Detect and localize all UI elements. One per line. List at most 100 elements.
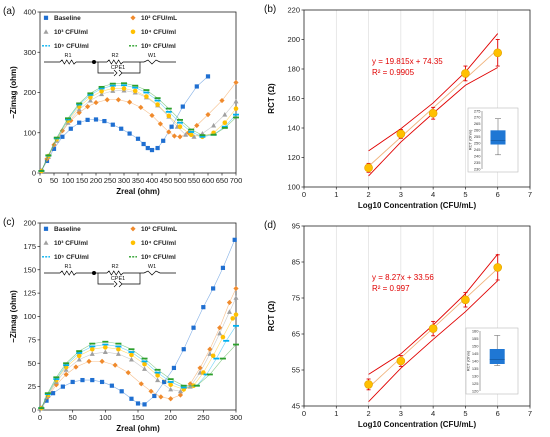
data-point [188, 131, 195, 133]
y-tick-label: 85 [292, 258, 300, 267]
data-point [99, 379, 105, 385]
data-point [219, 97, 225, 104]
data-point [99, 358, 105, 364]
data-point [177, 118, 183, 121]
data-point [194, 84, 199, 89]
y-axis-label: RCT (Ω) [267, 83, 276, 114]
data-point [180, 104, 185, 109]
data-point [76, 106, 82, 112]
legend-swatch [130, 29, 136, 35]
data-point [211, 122, 217, 128]
data-point [461, 69, 470, 78]
x-tick-label: 250 [197, 413, 210, 422]
x-tick-label: 650 [216, 176, 229, 185]
inset-tick-label: 235 [474, 160, 481, 165]
legend-swatch [130, 226, 136, 232]
plot-frame [303, 225, 531, 407]
x-tick-label: 400 [146, 176, 159, 185]
data-point [102, 340, 109, 343]
data-point [89, 346, 95, 352]
data-point [233, 312, 239, 317]
data-point [168, 396, 174, 402]
inset-tick-label: 255 [474, 134, 481, 139]
y-tick-label: 120 [287, 153, 300, 162]
inset-tick-label: 160 [472, 328, 479, 333]
data-point [166, 129, 172, 135]
inset-tick-label: 130 [472, 373, 479, 378]
resistor-r2-icon [106, 59, 124, 65]
circuit-gap [114, 70, 122, 76]
data-point [128, 351, 135, 353]
data-point [165, 110, 172, 113]
data-point [191, 325, 196, 330]
circuit-label: CPE1 [111, 276, 125, 282]
panel-label: (c) [3, 217, 15, 228]
data-point [128, 356, 134, 362]
data-point [85, 103, 91, 110]
x-tick-label: 200 [164, 413, 177, 422]
data-point [149, 112, 155, 119]
data-point [65, 117, 71, 120]
y-tick-label: 55 [292, 366, 300, 375]
data-point [110, 122, 115, 127]
inset-y-label: RCT (Ohm) [468, 129, 473, 150]
fit-equation: y = 19.815x + 74.35 [372, 57, 443, 66]
x-tick-label: 50 [50, 176, 58, 185]
data-point [188, 128, 195, 131]
data-point [60, 134, 65, 139]
data-point [53, 378, 60, 381]
x-tick-label: 450 [160, 176, 173, 185]
inset-boxplot: 120 125 130 135 140 145 150 155 160 RCT (Ohm) [466, 327, 519, 395]
legend-entry: 10⁴ CFU/ml [141, 240, 176, 247]
data-point [155, 145, 160, 151]
data-point [135, 401, 141, 406]
y-tick-label: 140 [287, 124, 300, 133]
data-point [461, 295, 470, 305]
data-point [63, 367, 69, 372]
data-point [207, 346, 213, 352]
data-point [53, 136, 60, 139]
data-point [76, 103, 83, 106]
data-point [199, 135, 206, 138]
x-tick-label: 0 [302, 409, 306, 418]
circuit-node [92, 60, 96, 64]
data-point [152, 393, 157, 399]
y-tick-label: 45 [292, 402, 300, 411]
legend-swatch [43, 240, 49, 245]
circuit-node [92, 271, 96, 275]
data-point [132, 86, 139, 89]
y-tick-label: 400 [23, 8, 36, 17]
x-tick-label: 2 [366, 190, 370, 199]
y-tick-label: 200 [23, 88, 36, 97]
x-tick-label: 50 [68, 413, 76, 422]
legend-entry: 10² CFU/mL [141, 226, 177, 233]
resistor-r1-icon [59, 270, 77, 276]
data-point [76, 350, 83, 352]
data-point [233, 113, 239, 116]
circuit-label: R2 [111, 264, 118, 270]
data-point [93, 99, 99, 106]
data-point [38, 170, 45, 172]
data-point [53, 376, 60, 379]
x-tick-label: 100 [62, 176, 75, 185]
data-point [45, 154, 52, 157]
x-tick-label: 6 [496, 409, 500, 418]
data-point [77, 120, 82, 125]
circuit-label: R1 [64, 264, 71, 270]
data-point [188, 132, 194, 138]
data-point [220, 334, 226, 340]
inset-tick-label: 150 [472, 343, 479, 348]
data-point [221, 125, 228, 128]
inset-tick-label: 250 [474, 141, 481, 146]
inset-tick-label: 155 [472, 336, 479, 341]
data-point [493, 48, 503, 58]
data-point [428, 108, 438, 118]
panel-label: (a) [3, 6, 15, 17]
data-point [99, 88, 104, 94]
data-point [222, 120, 228, 125]
data-point [86, 358, 92, 364]
y-tick-label: 150 [23, 265, 36, 274]
data-point [89, 342, 96, 345]
data-point [154, 97, 161, 100]
